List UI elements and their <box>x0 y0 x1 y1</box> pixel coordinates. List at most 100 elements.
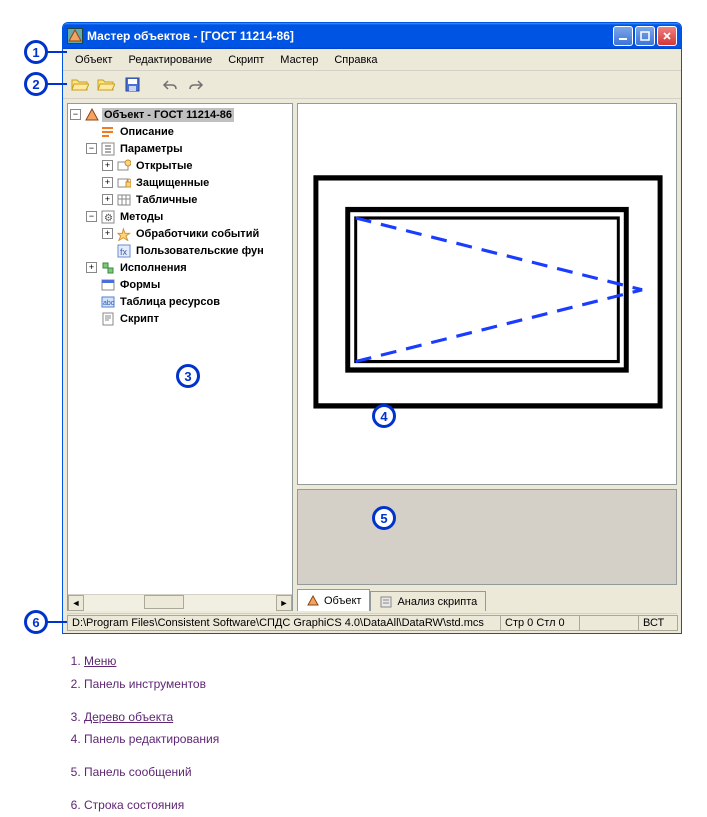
menu-object[interactable]: Объект <box>67 52 120 68</box>
menu-edit[interactable]: Редактирование <box>120 52 220 68</box>
tree-root-label: Объект - ГОСТ 11214-86 <box>102 108 234 122</box>
tree-item[interactable]: + Открытые <box>70 157 290 174</box>
tree-expander-icon[interactable]: + <box>102 194 113 205</box>
table-param-icon <box>116 192 132 208</box>
tree-item-label: Защищенные <box>134 176 211 190</box>
params-icon <box>100 141 116 157</box>
tree-item-label: Скрипт <box>118 312 161 326</box>
folder-open-2-icon[interactable] <box>95 74 117 96</box>
tree-expander-icon[interactable]: + <box>102 228 113 239</box>
status-pos: Стр 0 Стл 0 <box>500 615 580 631</box>
svg-text:fx: fx <box>120 247 128 257</box>
tree-item-label: Таблица ресурсов <box>118 295 222 309</box>
tree-item-label: Исполнения <box>118 261 189 275</box>
cone-icon <box>84 107 100 123</box>
tab-script-analysis[interactable]: Анализ скрипта <box>370 591 486 611</box>
tree-item-label: Открытые <box>134 159 194 173</box>
callout-1-line <box>47 51 67 53</box>
menu-master[interactable]: Мастер <box>272 52 326 68</box>
tree-item-label: Обработчики событий <box>134 227 261 241</box>
tree-item[interactable]: + Обработчики событий <box>70 225 290 242</box>
right-panel: Объект Анализ скрипта <box>297 103 677 611</box>
callout-6-line <box>47 621 67 623</box>
menu-help[interactable]: Справка <box>326 52 385 68</box>
tree-item-label: Формы <box>118 278 162 292</box>
scroll-track[interactable] <box>84 595 276 611</box>
tree-item[interactable]: + Исполнения <box>70 259 290 276</box>
legend-link[interactable]: Дерево объекта <box>84 710 173 724</box>
preview-drawing <box>298 104 676 484</box>
tree-item[interactable]: + Табличные <box>70 191 290 208</box>
script-analysis-icon <box>379 595 393 609</box>
tree-item[interactable]: − Параметры <box>70 140 290 157</box>
tree-expander-icon[interactable]: − <box>86 211 97 222</box>
legend-item: Меню <box>84 650 219 673</box>
scroll-left-icon[interactable]: ◄ <box>68 595 84 611</box>
script-icon <box>100 311 116 327</box>
scroll-right-icon[interactable]: ► <box>276 595 292 611</box>
scroll-thumb[interactable] <box>144 595 184 609</box>
open-param-icon <box>116 158 132 174</box>
callout-2: 2 <box>24 72 48 96</box>
tree-view[interactable]: − Объект - ГОСТ 11214-86 Описание − Пара… <box>68 104 292 594</box>
tree-item[interactable]: + Защищенные <box>70 174 290 191</box>
tree-item[interactable]: − ⚙ Методы <box>70 208 290 225</box>
menubar: Объект Редактирование Скрипт Мастер Спра… <box>63 49 681 71</box>
maximize-button[interactable] <box>635 26 655 46</box>
exec-icon <box>100 260 116 276</box>
tree-root[interactable]: − Объект - ГОСТ 11214-86 <box>70 106 290 123</box>
desc-icon <box>100 124 116 140</box>
tree-hscrollbar[interactable]: ◄ ► <box>68 594 292 610</box>
tree-expander-icon[interactable]: − <box>86 143 97 154</box>
svg-text:⚙: ⚙ <box>104 213 113 224</box>
legend-item: Панель инструментов <box>84 673 219 696</box>
legend-item: Панель редактирования <box>84 728 219 751</box>
close-button[interactable] <box>657 26 677 46</box>
tree-expander-icon[interactable]: − <box>70 109 81 120</box>
tree-item-label: Описание <box>118 125 176 139</box>
callout-1: 1 <box>24 40 48 64</box>
tab-object[interactable]: Объект <box>297 589 370 611</box>
tree-item[interactable]: Описание <box>70 123 290 140</box>
callout-4: 4 <box>372 404 396 428</box>
client-area: − Объект - ГОСТ 11214-86 Описание − Пара… <box>67 103 677 611</box>
tree-expander-icon[interactable]: + <box>102 177 113 188</box>
save-icon[interactable] <box>121 74 143 96</box>
lock-param-icon <box>116 175 132 191</box>
toolbar <box>63 71 681 99</box>
tree-item[interactable]: abc Таблица ресурсов <box>70 293 290 310</box>
message-panel[interactable] <box>297 489 677 585</box>
status-mode: ВСТ <box>638 615 678 631</box>
svg-text:abc: abc <box>103 300 115 307</box>
legend-item: Строка состояния <box>84 794 219 817</box>
titlebar[interactable]: Мастер объектов - [ГОСТ 11214-86] <box>63 23 681 49</box>
legend-link[interactable]: Меню <box>84 654 116 668</box>
tree-item-label: Пользовательские фун <box>134 244 266 258</box>
callout-6: 6 <box>24 610 48 634</box>
tree-item[interactable]: fx Пользовательские фун <box>70 242 290 259</box>
menu-script[interactable]: Скрипт <box>220 52 272 68</box>
tree-expander-icon[interactable]: + <box>102 160 113 171</box>
minimize-button[interactable] <box>613 26 633 46</box>
legend: Меню Панель инструментов Дерево объекта … <box>62 650 219 817</box>
tree-item[interactable]: Формы <box>70 276 290 293</box>
app-icon <box>67 28 83 44</box>
cone-icon <box>306 594 320 608</box>
status-gap <box>579 615 639 631</box>
preview-panel[interactable] <box>297 103 677 485</box>
restable-icon: abc <box>100 294 116 310</box>
redo-icon[interactable] <box>185 74 207 96</box>
statusbar: D:\Program Files\Consistent Software\СПД… <box>67 613 677 631</box>
tree-item-label: Табличные <box>134 193 199 207</box>
tree-item[interactable]: Скрипт <box>70 310 290 327</box>
event-icon <box>116 226 132 242</box>
status-path: D:\Program Files\Consistent Software\СПД… <box>67 615 501 631</box>
tab-label: Анализ скрипта <box>397 596 477 608</box>
undo-icon[interactable] <box>159 74 181 96</box>
tree-expander-icon[interactable]: + <box>86 262 97 273</box>
tab-label: Объект <box>324 595 361 607</box>
methods-icon: ⚙ <box>100 209 116 225</box>
legend-item: Панель сообщений <box>84 761 219 784</box>
callout-3: 3 <box>176 364 200 388</box>
folder-open-icon[interactable] <box>69 74 91 96</box>
